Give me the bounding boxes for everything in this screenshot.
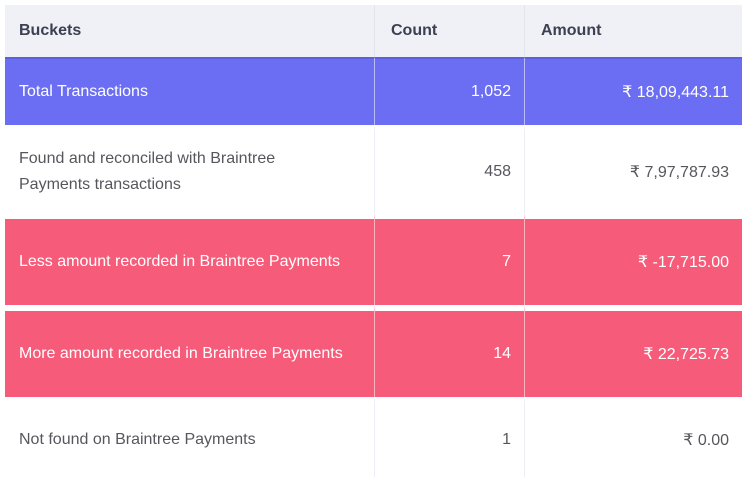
bucket-label: Total Transactions (5, 57, 374, 125)
count-value: 1,052 (374, 57, 524, 125)
table-row-not-found: Not found on Braintree Payments 1 ₹ 0.00 (5, 397, 742, 477)
table-row-more-amount: More amount recorded in Braintree Paymen… (5, 305, 742, 397)
table-row-found-reconciled: Found and reconciled with Braintree Paym… (5, 125, 742, 213)
bucket-label: Not found on Braintree Payments (5, 397, 374, 477)
table-row-less-amount: Less amount recorded in Braintree Paymen… (5, 213, 742, 305)
table-row-total-transactions: Total Transactions 1,052 ₹ 18,09,443.11 (5, 57, 742, 125)
bucket-label: More amount recorded in Braintree Paymen… (5, 305, 374, 397)
count-value: 14 (374, 305, 524, 397)
bucket-label: Found and reconciled with Braintree Paym… (5, 125, 374, 213)
bucket-label: Less amount recorded in Braintree Paymen… (5, 213, 374, 305)
amount-value: ₹ -17,715.00 (524, 213, 742, 305)
table-header-row: Buckets Count Amount (5, 5, 742, 57)
count-value: 1 (374, 397, 524, 477)
reconciliation-table: Buckets Count Amount Total Transactions … (5, 5, 742, 477)
count-value: 7 (374, 213, 524, 305)
column-header-count: Count (374, 5, 524, 57)
amount-value: ₹ 0.00 (524, 397, 742, 477)
column-header-buckets: Buckets (5, 5, 374, 57)
amount-value: ₹ 22,725.73 (524, 305, 742, 397)
count-value: 458 (374, 125, 524, 213)
amount-value: ₹ 18,09,443.11 (524, 57, 742, 125)
amount-value: ₹ 7,97,787.93 (524, 125, 742, 213)
column-header-amount: Amount (524, 5, 742, 57)
